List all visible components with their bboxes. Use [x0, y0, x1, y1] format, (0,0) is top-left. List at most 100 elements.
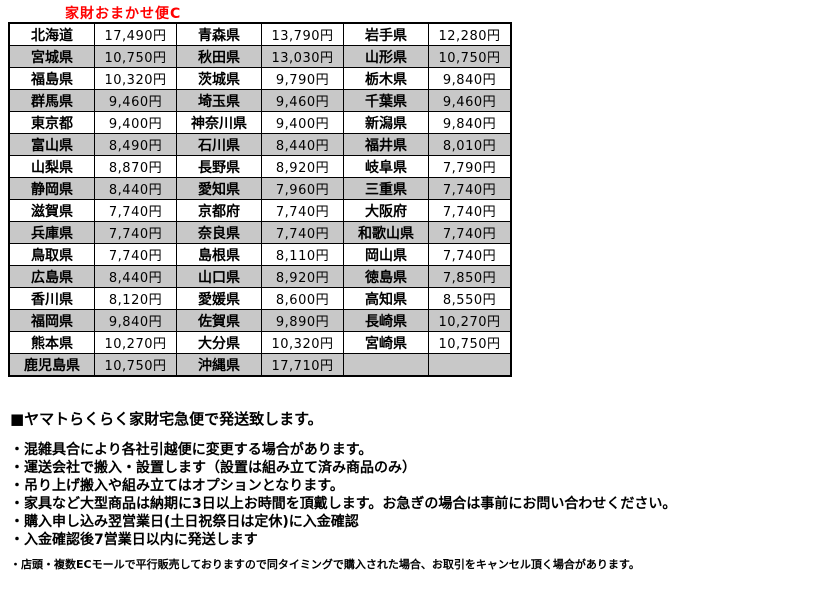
prefecture-cell: 京都府: [176, 199, 262, 222]
price-cell: 9,840円: [428, 67, 512, 90]
prefecture-cell: [343, 353, 429, 377]
prefecture-cell: 大分県: [176, 331, 262, 354]
prefecture-cell: 大阪府: [343, 199, 429, 222]
price-cell: 8,010円: [428, 133, 512, 156]
notes-bullet-list: ・混雑具合により各社引越便に変更する場合があります。 ・運送会社で搬入・設置します…: [10, 441, 676, 549]
table-row: 兵庫県 7,740円 奈良県 7,740円 和歌山県 7,740円: [8, 221, 512, 244]
prefecture-cell: 長野県: [176, 155, 262, 178]
prefecture-cell: 東京都: [8, 111, 95, 134]
table-row: 群馬県 9,460円 埼玉県 9,460円 千葉県 9,460円: [8, 89, 512, 112]
prefecture-cell: 島根県: [176, 243, 262, 266]
prefecture-cell: 兵庫県: [8, 221, 95, 244]
prefecture-cell: 新潟県: [343, 111, 429, 134]
prefecture-cell: 佐賀県: [176, 309, 262, 332]
prefecture-cell: 山口県: [176, 265, 262, 288]
prefecture-cell: 秋田県: [176, 45, 262, 68]
price-cell: 7,740円: [428, 243, 512, 266]
price-cell: 10,750円: [428, 331, 512, 354]
notes-heading: ■ヤマトらくらく家財宅急便で発送致します。: [10, 410, 323, 428]
prefecture-cell: 高知県: [343, 287, 429, 310]
table-row: 福島県 10,320円 茨城県 9,790円 栃木県 9,840円: [8, 67, 512, 90]
price-cell: 10,270円: [428, 309, 512, 332]
price-cell: 9,460円: [261, 89, 344, 112]
prefecture-cell: 埼玉県: [176, 89, 262, 112]
table-row: 福岡県 9,840円 佐賀県 9,890円 長崎県 10,270円: [8, 309, 512, 332]
table-row: 鳥取県 7,740円 島根県 8,110円 岡山県 7,740円: [8, 243, 512, 266]
prefecture-cell: 神奈川県: [176, 111, 262, 134]
page-title: 家財おまかせ便C: [65, 6, 182, 22]
price-cell: 17,490円: [94, 22, 177, 46]
prefecture-cell: 茨城県: [176, 67, 262, 90]
price-cell: 17,710円: [261, 353, 344, 377]
table-row: 富山県 8,490円 石川県 8,440円 福井県 8,010円: [8, 133, 512, 156]
prefecture-cell: 福井県: [343, 133, 429, 156]
price-cell: 8,870円: [94, 155, 177, 178]
table-row: 静岡県 8,440円 愛知県 7,960円 三重県 7,740円: [8, 177, 512, 200]
price-cell: 8,920円: [261, 265, 344, 288]
prefecture-cell: 千葉県: [343, 89, 429, 112]
price-cell: 7,740円: [261, 221, 344, 244]
price-cell: 7,740円: [428, 221, 512, 244]
table-row: 北海道 17,490円 青森県 13,790円 岩手県 12,280円: [8, 22, 512, 46]
price-cell: 9,890円: [261, 309, 344, 332]
table-row: 宮城県 10,750円 秋田県 13,030円 山形県 10,750円: [8, 45, 512, 68]
prefecture-cell: 岡山県: [343, 243, 429, 266]
prefecture-cell: 長崎県: [343, 309, 429, 332]
price-cell: 9,790円: [261, 67, 344, 90]
price-cell: 7,740円: [428, 199, 512, 222]
prefecture-cell: 群馬県: [8, 89, 95, 112]
note-bullet: ・混雑具合により各社引越便に変更する場合があります。: [10, 442, 373, 458]
price-cell: 10,320円: [261, 331, 344, 354]
price-cell: 7,740円: [261, 199, 344, 222]
price-cell: 10,750円: [94, 353, 177, 377]
price-cell: 9,840円: [428, 111, 512, 134]
prefecture-cell: 富山県: [8, 133, 95, 156]
price-cell: 7,960円: [261, 177, 344, 200]
prefecture-cell: 山形県: [343, 45, 429, 68]
price-cell: 7,740円: [94, 243, 177, 266]
prefecture-cell: 滋賀県: [8, 199, 95, 222]
note-bullet: ・購入申し込み翌営業日(土日祝祭日は定休)に入金確認: [10, 514, 359, 530]
note-bullet: ・入金確認後7営業日以内に発送します: [10, 532, 258, 548]
price-cell: 13,790円: [261, 22, 344, 46]
note-bullet: ・吊り上げ搬入や組み立てはオプションとなります。: [10, 478, 344, 494]
prefecture-cell: 岐阜県: [343, 155, 429, 178]
prefecture-cell: 愛媛県: [176, 287, 262, 310]
price-cell: 8,120円: [94, 287, 177, 310]
prefecture-cell: 熊本県: [8, 331, 95, 354]
prefecture-cell: 徳島県: [343, 265, 429, 288]
prefecture-cell: 宮城県: [8, 45, 95, 68]
price-cell: 9,460円: [428, 89, 512, 112]
prefecture-cell: 三重県: [343, 177, 429, 200]
table-row: 東京都 9,400円 神奈川県 9,400円 新潟県 9,840円: [8, 111, 512, 134]
prefecture-cell: 福島県: [8, 67, 95, 90]
prefecture-cell: 愛知県: [176, 177, 262, 200]
notes-section: ■ヤマトらくらく家財宅急便で発送致します。 ・混雑具合により各社引越便に変更する…: [10, 410, 676, 572]
price-cell: 8,550円: [428, 287, 512, 310]
price-cell: [428, 353, 512, 377]
prefecture-cell: 和歌山県: [343, 221, 429, 244]
prefecture-cell: 鳥取県: [8, 243, 95, 266]
price-cell: 8,440円: [94, 177, 177, 200]
price-cell: 9,400円: [261, 111, 344, 134]
prefecture-cell: 鹿児島県: [8, 353, 95, 377]
price-cell: 7,740円: [94, 221, 177, 244]
prefecture-cell: 香川県: [8, 287, 95, 310]
price-cell: 7,740円: [94, 199, 177, 222]
price-cell: 9,400円: [94, 111, 177, 134]
price-cell: 7,850円: [428, 265, 512, 288]
price-cell: 7,740円: [428, 177, 512, 200]
prefecture-cell: 福岡県: [8, 309, 95, 332]
price-cell: 8,600円: [261, 287, 344, 310]
prefecture-cell: 宮崎県: [343, 331, 429, 354]
shipping-fee-table-body: 北海道 17,490円 青森県 13,790円 岩手県 12,280円 宮城県 10,750円…: [8, 22, 512, 377]
prefecture-cell: 青森県: [176, 22, 262, 46]
price-cell: 10,750円: [428, 45, 512, 68]
price-cell: 8,440円: [261, 133, 344, 156]
price-cell: 10,320円: [94, 67, 177, 90]
table-row: 香川県 8,120円 愛媛県 8,600円 高知県 8,550円: [8, 287, 512, 310]
prefecture-cell: 北海道: [8, 22, 95, 46]
price-cell: 10,270円: [94, 331, 177, 354]
notes-footnote: ・店頭・複数ECモールで平行販売しておりますので同タイミングで購入された場合、お…: [10, 558, 640, 571]
price-cell: 7,790円: [428, 155, 512, 178]
